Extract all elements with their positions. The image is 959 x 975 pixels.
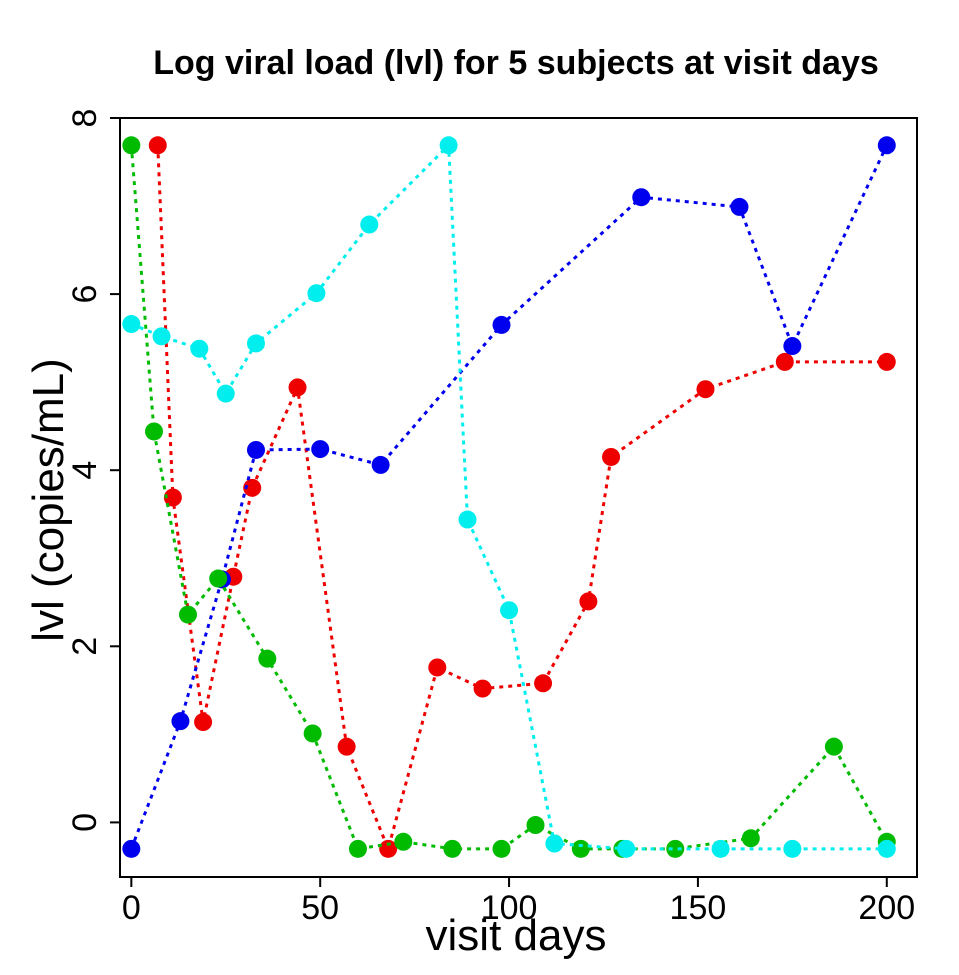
data-point-blue — [783, 337, 802, 356]
y-tick-label: 2 — [66, 637, 104, 656]
data-point-blue — [122, 839, 141, 858]
data-point-cyan — [458, 510, 477, 529]
x-axis-label: visit days — [426, 911, 607, 960]
x-tick-label: 50 — [301, 889, 339, 927]
data-point-blue — [246, 440, 265, 459]
data-point-blue — [632, 188, 651, 207]
data-point-red — [473, 679, 492, 698]
data-point-red — [534, 674, 553, 693]
data-point-cyan — [152, 327, 171, 346]
data-point-cyan — [246, 334, 265, 353]
data-point-green — [666, 839, 685, 858]
data-point-green — [144, 422, 163, 441]
data-point-cyan — [711, 839, 730, 858]
data-point-blue — [877, 136, 896, 155]
data-point-cyan — [307, 284, 326, 303]
data-point-green — [824, 737, 843, 756]
data-point-cyan — [190, 339, 209, 358]
data-point-green — [443, 839, 462, 858]
plot-frame — [119, 117, 918, 878]
data-point-red — [163, 488, 182, 507]
data-point-green — [492, 839, 511, 858]
data-point-blue — [371, 455, 390, 474]
data-point-cyan — [360, 215, 379, 234]
y-tick-label: 4 — [66, 461, 104, 480]
series-line-blue — [129, 144, 889, 850]
data-point-green — [348, 839, 367, 858]
data-point-red — [877, 352, 896, 371]
data-point-cyan — [783, 839, 802, 858]
series-layer — [122, 136, 896, 858]
data-point-red — [775, 352, 794, 371]
chart-title: Log viral load (lvl) for 5 subjects at v… — [153, 44, 879, 82]
data-point-blue — [492, 315, 511, 334]
ticks: 0 50 100 150 200 0 2 4 6 8 — [66, 109, 915, 927]
x-tick-label: 0 — [122, 889, 141, 927]
axes — [119, 118, 887, 878]
x-tick-label: 100 — [481, 889, 538, 927]
data-point-cyan — [617, 839, 636, 858]
data-point-blue — [730, 197, 749, 216]
data-point-red — [602, 447, 621, 466]
data-point-blue — [311, 440, 330, 459]
data-point-green — [741, 829, 760, 848]
data-point-red — [288, 378, 307, 397]
data-point-green — [258, 649, 277, 668]
series-cyan — [122, 136, 896, 858]
data-point-green — [122, 136, 141, 155]
data-point-red — [337, 737, 356, 756]
data-point-red — [243, 478, 262, 497]
data-point-cyan — [877, 839, 896, 858]
data-point-red — [148, 136, 167, 155]
data-point-red — [379, 839, 398, 858]
series-green — [122, 136, 896, 858]
data-point-blue — [171, 712, 190, 731]
data-point-red — [428, 658, 447, 677]
data-point-green — [526, 816, 545, 835]
data-point-red — [194, 713, 213, 732]
data-point-cyan — [216, 384, 235, 403]
y-tick-label: 0 — [66, 813, 104, 832]
data-point-red — [696, 380, 715, 399]
x-tick-label: 150 — [670, 889, 727, 927]
data-point-green — [209, 569, 228, 588]
data-point-green — [178, 605, 197, 624]
series-red — [148, 136, 896, 858]
data-point-green — [571, 839, 590, 858]
data-point-cyan — [122, 315, 141, 334]
y-tick-label: 6 — [66, 285, 104, 304]
data-point-green — [394, 832, 413, 851]
data-point-cyan — [439, 136, 458, 155]
data-point-red — [579, 592, 598, 611]
series-line-red — [156, 145, 887, 854]
series-blue — [122, 136, 896, 858]
data-point-green — [303, 724, 322, 743]
data-point-cyan — [545, 834, 564, 853]
x-tick-label: 200 — [858, 889, 915, 927]
y-axis-label: lvl (copies/mL) — [24, 358, 73, 642]
data-point-cyan — [500, 601, 519, 620]
y-tick-label: 8 — [66, 109, 104, 128]
